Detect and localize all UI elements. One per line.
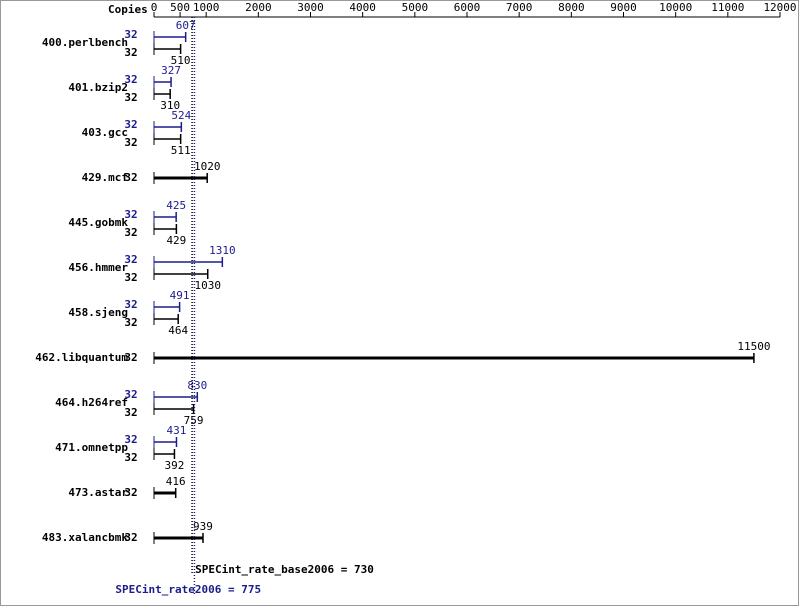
category-label: 471.omnetpp [55,441,128,454]
copies-label: 32 [124,351,137,364]
x-tick-label: 8000 [558,1,585,14]
copies-label: 32 [124,46,137,59]
x-tick-label: 7000 [506,1,533,14]
x-tick-label: 3000 [297,1,324,14]
x-tick-label: 2000 [245,1,272,14]
value-label: 524 [171,109,191,122]
value-label: 416 [166,475,186,488]
value-label: 327 [161,64,181,77]
copies-label: 32 [124,406,137,419]
value-label: 11500 [737,340,770,353]
value-label: 1020 [194,160,221,173]
value-label: 429 [166,234,186,247]
x-tick-label: 5000 [402,1,429,14]
copies-label: 32 [124,118,137,131]
copies-label: 32 [124,28,137,41]
copies-label: 32 [124,388,137,401]
copies-label: 32 [124,253,137,266]
category-label: 445.gobmk [68,216,128,229]
value-label: 1310 [209,244,236,257]
category-label: 458.sjeng [68,306,128,319]
value-label: 939 [193,520,213,533]
value-label: 310 [160,99,180,112]
x-tick-label: 4000 [349,1,376,14]
category-label: 483.xalancbmk [42,531,128,544]
value-label: 511 [171,144,191,157]
category-label: 400.perlbench [42,36,128,49]
value-label: 464 [168,324,188,337]
reference-label: SPECint_rate_base2006 = 730 [195,563,374,576]
value-label: 425 [166,199,186,212]
x-tick-label: 0 [151,1,158,14]
value-label: 510 [171,54,191,67]
copies-label: 32 [124,433,137,446]
category-label: 456.hmmer [68,261,128,274]
x-tick-label: 500 [170,1,190,14]
copies-label: 32 [124,208,137,221]
category-label: 403.gcc [82,126,128,139]
category-label: 464.h264ref [55,396,128,409]
copies-label: 32 [124,271,137,284]
value-label: 431 [167,424,187,437]
x-tick-label: 9000 [610,1,637,14]
x-tick-label: 1000 [193,1,220,14]
copies-label: 32 [124,136,137,149]
copies-label: 32 [124,451,137,464]
category-label: 401.bzip2 [68,81,128,94]
copies-label: 32 [124,486,137,499]
value-label: 759 [184,414,204,427]
copies-label: 32 [124,226,137,239]
value-label: 830 [187,379,207,392]
category-label: 429.mcf [82,171,128,184]
copies-header: Copies [108,3,148,16]
reference-label: SPECint_rate2006 = 775 [115,583,261,596]
x-tick-label: 12000 [763,1,796,14]
copies-label: 32 [124,91,137,104]
category-label: 462.libquantum [35,351,128,364]
value-label: 392 [165,459,185,472]
copies-label: 32 [124,73,137,86]
copies-label: 32 [124,531,137,544]
copies-label: 32 [124,171,137,184]
category-label: 473.astar [68,486,128,499]
value-label: 607 [176,19,196,32]
value-label: 491 [170,289,190,302]
copies-label: 32 [124,298,137,311]
x-tick-label: 11000 [711,1,744,14]
copies-label: 32 [124,316,137,329]
x-tick-label: 6000 [454,1,481,14]
value-label: 1030 [194,279,221,292]
x-tick-label: 10000 [659,1,692,14]
